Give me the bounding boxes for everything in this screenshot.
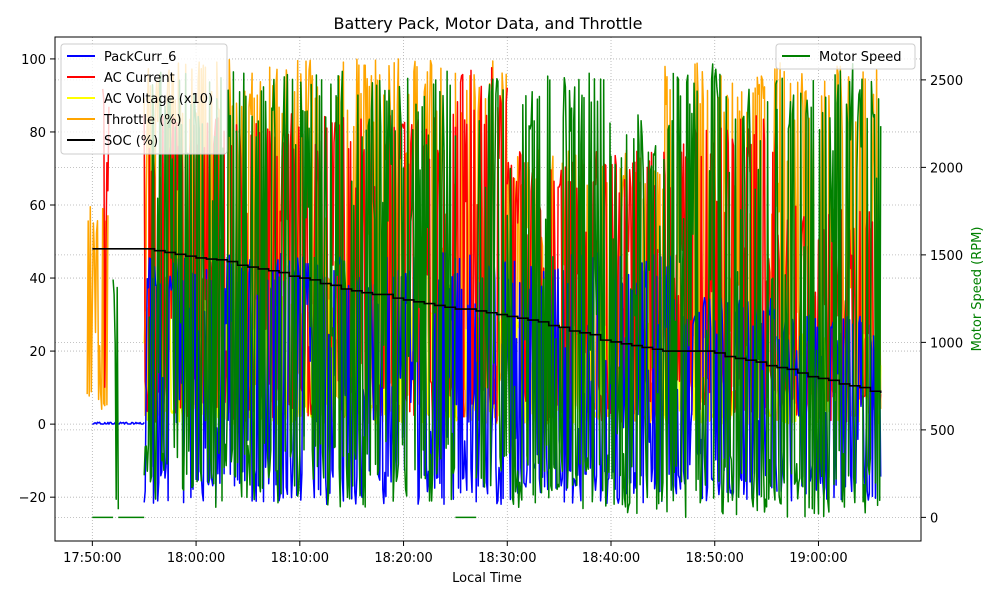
y-right-tick-label: 500 (930, 424, 955, 439)
x-axis-label: Local Time (452, 571, 522, 586)
y-right-tick-label: 1500 (930, 249, 963, 264)
y-left-tick-label: 20 (29, 345, 46, 360)
series-line-soc (92, 248, 882, 394)
y-right-tick-label: 1000 (930, 336, 963, 351)
legend-label: AC Current (104, 71, 175, 86)
y-axis-right-label: Motor Speed (RPM) (970, 227, 985, 352)
x-tick-label: 18:00:00 (167, 551, 225, 566)
x-tick-label: 18:10:00 (271, 551, 329, 566)
series-line-motor-speed (610, 114, 675, 515)
legend-label: SOC (%) (104, 134, 158, 149)
x-tick-label: 18:20:00 (374, 551, 432, 566)
y-left-tick-label: 40 (29, 272, 46, 287)
y-axis-left: −20 0 20 40 60 80 100 (19, 53, 55, 506)
series-line-motor-speed (475, 72, 612, 510)
plot-frame (54, 36, 922, 542)
x-tick-label: 19:00:00 (789, 551, 847, 566)
legend-right-box (775, 43, 916, 70)
plot-area (54, 36, 922, 542)
x-tick-label: 17:50:00 (63, 551, 121, 566)
series-line-motor-speed (776, 62, 882, 518)
x-axis: 17:50:00 18:00:00 18:10:00 18:20:00 18:30:00… (63, 541, 848, 566)
y-left-tick-label: 60 (29, 199, 46, 214)
series-line-motor-speed (112, 279, 120, 510)
x-tick-label: 18:50:00 (686, 551, 744, 566)
legend-label: AC Voltage (x10) (104, 92, 213, 107)
x-tick-label: 18:30:00 (478, 551, 536, 566)
legend-label: PackCurr_6 (104, 50, 176, 65)
y-right-tick-label: 2500 (930, 74, 963, 89)
y-right-tick-label: 0 (930, 511, 938, 526)
series-line-motor-speed (672, 63, 778, 519)
legend-left: PackCurr_6 AC Current AC Voltage (x10) Thro… (60, 43, 228, 155)
legend-label: Motor Speed (819, 50, 901, 65)
legend-left-box (60, 43, 228, 155)
series-layer (86, 58, 882, 519)
y-left-tick-label: 100 (21, 53, 46, 68)
y-left-tick-label: −20 (19, 491, 46, 506)
legend-label: Throttle (%) (103, 113, 182, 128)
y-axis-right: 0 500 1000 1500 2000 2500 (921, 74, 963, 526)
x-tick-label: 18:40:00 (582, 551, 640, 566)
y-left-tick-label: 0 (38, 418, 46, 433)
chart-title: Battery Pack, Motor Data, and Throttle (334, 14, 643, 33)
series-line-throttle (86, 205, 109, 410)
y-left-tick-label: 80 (29, 126, 46, 141)
y-right-tick-label: 2000 (930, 161, 963, 176)
legend-right: Motor Speed (775, 43, 916, 70)
